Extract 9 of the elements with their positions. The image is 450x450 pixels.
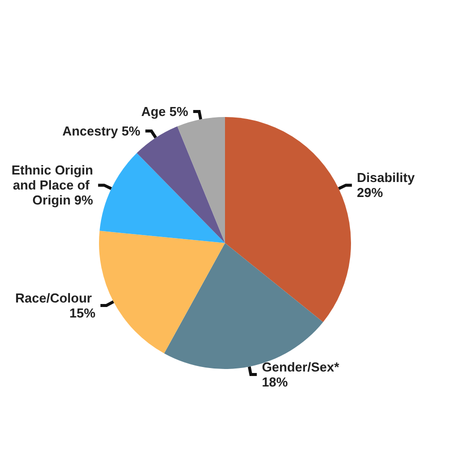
slice-label: Ethnic Origin and Place of Origin 9% bbox=[9, 162, 94, 208]
data-label: 18% bbox=[262, 374, 288, 390]
data-label: 15% bbox=[69, 305, 96, 320]
slice-label: Ancestry 5% bbox=[62, 124, 141, 139]
slice-label: Gender/Sex* bbox=[262, 359, 343, 374]
data-label: 29% bbox=[356, 185, 384, 200]
slice-label: Race/Colour bbox=[15, 290, 96, 306]
slice-label: Age 5% bbox=[141, 104, 189, 120]
slice-label: Disability bbox=[356, 170, 418, 186]
